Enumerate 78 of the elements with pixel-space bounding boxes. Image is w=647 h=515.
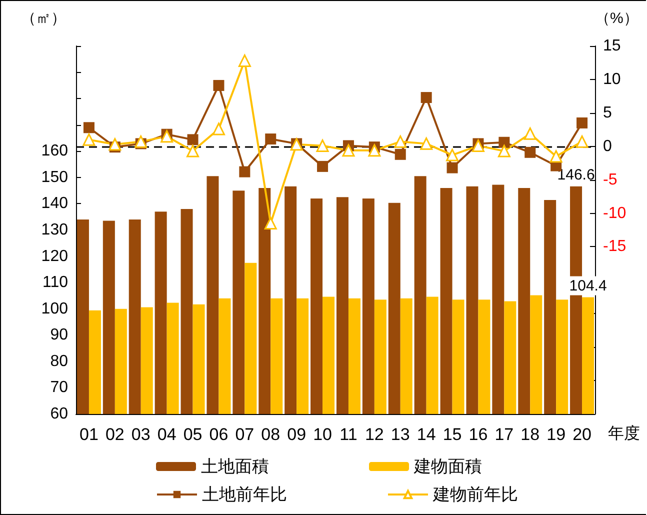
x-tick-label: 18 xyxy=(520,425,540,444)
point xyxy=(82,133,96,146)
legend-label: 土地面積 xyxy=(201,457,269,476)
point xyxy=(446,148,459,162)
point xyxy=(264,217,277,230)
y2-tick-label: 10 xyxy=(603,70,621,88)
legend-label: 建物前年比 xyxy=(432,485,518,504)
y-tick-label: 90 xyxy=(50,326,68,344)
y-tick-label: 130 xyxy=(41,222,68,238)
point xyxy=(316,139,329,152)
x-tick-label: 09 xyxy=(287,425,306,444)
x-tick-label: 15 xyxy=(442,425,462,444)
point xyxy=(265,134,276,145)
y2-tick-label: -15 xyxy=(603,238,626,256)
point xyxy=(420,92,432,104)
x-tick-label: 04 xyxy=(157,425,176,444)
y-tick-label: 60 xyxy=(50,406,68,422)
y-tick-label: 100 xyxy=(41,300,68,318)
point xyxy=(213,80,224,91)
point xyxy=(524,146,536,158)
y2-tick-label: 15 xyxy=(603,38,621,54)
y-tick-label: 140 xyxy=(41,195,68,212)
point xyxy=(342,144,355,157)
point xyxy=(446,162,458,174)
point xyxy=(108,138,122,151)
point xyxy=(394,135,407,148)
y2-tick-label: -5 xyxy=(603,171,618,188)
x-tick-label: 03 xyxy=(131,425,150,444)
y-tick-label: 160 xyxy=(41,142,68,160)
point xyxy=(498,144,510,158)
legend-label: 建物面積 xyxy=(413,457,482,476)
y2-tick-label: 5 xyxy=(603,104,612,122)
x-tick-label: 06 xyxy=(209,425,228,444)
x-tick-label: 19 xyxy=(546,425,566,444)
point xyxy=(576,117,588,128)
y-tick-label: 110 xyxy=(42,274,68,292)
point xyxy=(212,122,225,136)
x-tick-label: 01 xyxy=(80,425,98,444)
x-tick-label: 10 xyxy=(313,425,332,444)
legend-label: 土地前年比 xyxy=(202,485,287,504)
y-tick-label: 150 xyxy=(41,168,68,186)
y2-axis-title: （%） xyxy=(595,10,638,27)
data-label: 146.6 xyxy=(557,166,595,184)
x-tick-label: 12 xyxy=(364,425,384,444)
y-tick-label: 120 xyxy=(41,248,68,265)
point xyxy=(550,150,562,163)
x-tick-label: 07 xyxy=(235,425,254,444)
x-tick-label: 02 xyxy=(105,425,124,444)
data-label: 104.4 xyxy=(569,277,607,294)
point xyxy=(472,139,484,152)
point xyxy=(420,137,433,150)
point xyxy=(238,54,251,67)
x-tick-label: 08 xyxy=(261,425,280,444)
x-tick-label: 16 xyxy=(468,425,488,444)
x-tick-label: 11 xyxy=(340,425,358,444)
x-tick-label: 13 xyxy=(390,425,410,444)
point xyxy=(317,160,328,172)
x-tick-label: 17 xyxy=(494,425,514,444)
point xyxy=(83,122,94,134)
point xyxy=(186,144,200,158)
point xyxy=(160,130,174,143)
point xyxy=(394,148,406,160)
point xyxy=(134,135,148,148)
y-tick-label: 70 xyxy=(50,379,68,396)
point xyxy=(239,166,250,178)
y-axis-title: （㎡） xyxy=(21,10,66,27)
point xyxy=(498,136,510,148)
y2-tick-label: -10 xyxy=(603,204,626,222)
y2-tick-label: 0 xyxy=(603,138,612,155)
point xyxy=(576,135,588,148)
x-tick-label: 05 xyxy=(183,425,202,444)
point xyxy=(368,144,381,157)
point xyxy=(187,134,198,146)
x-axis-title: 年度 xyxy=(608,424,640,442)
point xyxy=(524,127,536,140)
x-tick-label: 20 xyxy=(572,425,592,444)
x-tick-label: 14 xyxy=(416,425,436,444)
y-tick-label: 80 xyxy=(50,352,68,370)
